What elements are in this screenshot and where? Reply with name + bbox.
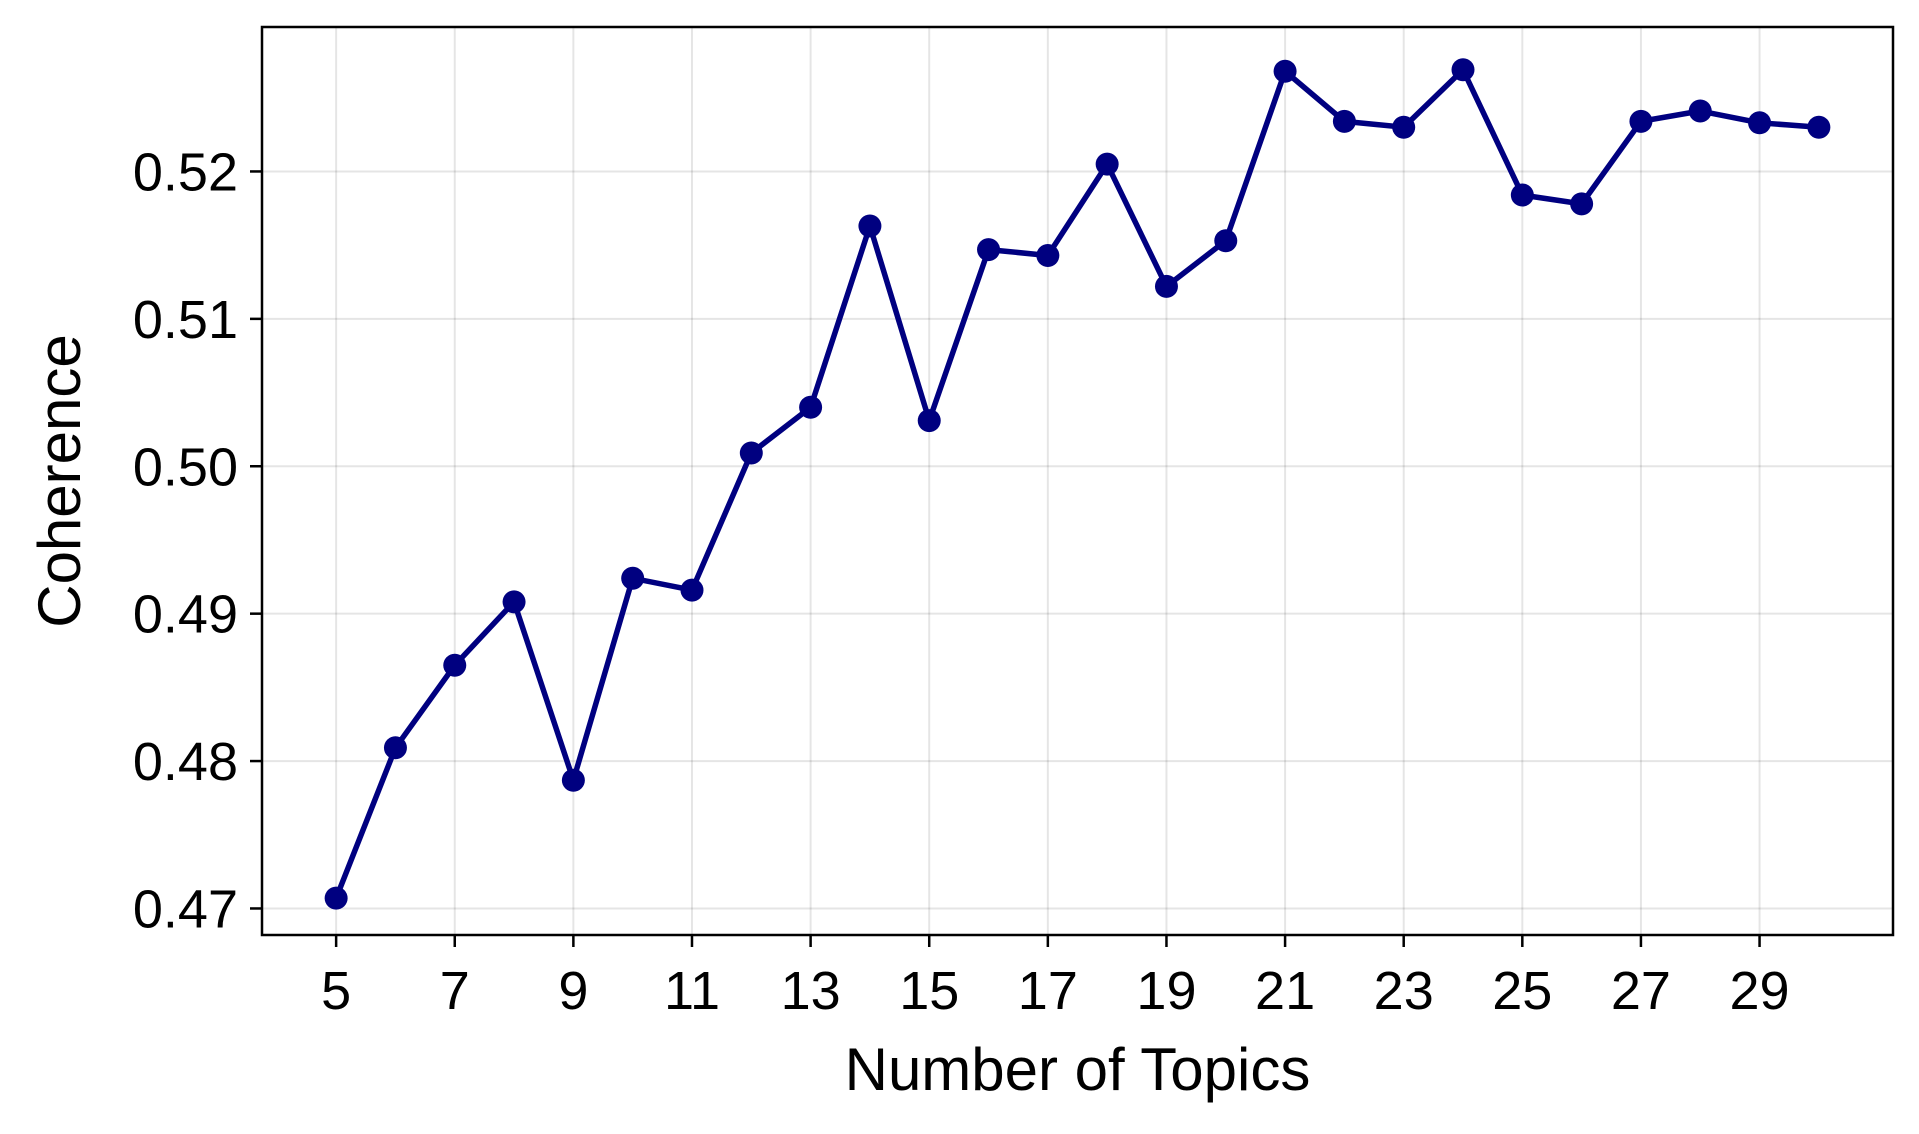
x-tick-label: 5 <box>321 961 351 1021</box>
x-tick-label: 23 <box>1374 961 1434 1021</box>
plot-frame <box>260 25 1895 937</box>
x-tick-label: 19 <box>1136 961 1196 1021</box>
data-point <box>1273 59 1297 83</box>
y-tick-label: 0.48 <box>133 732 238 792</box>
data-point <box>977 238 1001 262</box>
x-tick-label: 29 <box>1730 961 1790 1021</box>
y-tick-label: 0.49 <box>133 585 238 645</box>
x-axis-title: Number of Topics <box>845 1036 1311 1103</box>
coherence-series-line <box>333 67 1822 901</box>
y-tick-label: 0.52 <box>133 142 238 202</box>
data-point <box>1570 192 1594 216</box>
data-point <box>858 214 882 238</box>
y-axis-title: Coherence <box>26 334 93 628</box>
data-point <box>1392 115 1416 139</box>
data-point <box>1807 115 1831 139</box>
data-point <box>739 441 763 465</box>
data-point <box>383 736 407 760</box>
data-point <box>1154 274 1178 298</box>
tick-labels: 5 7 9 11 13 15 17 19 21 23 25 27 29 0.47 0.48 0.49 0.50 0… <box>133 142 1790 1021</box>
x-tick-label: 27 <box>1611 961 1671 1021</box>
data-point <box>1451 58 1475 82</box>
data-point <box>1748 111 1772 135</box>
x-tick-label: 17 <box>1018 961 1078 1021</box>
y-tick-label: 0.51 <box>133 290 238 350</box>
axis-ticks <box>250 170 1761 947</box>
data-point <box>502 590 526 614</box>
x-tick-label: 11 <box>664 961 720 1021</box>
data-point <box>1688 99 1712 123</box>
data-point <box>799 395 823 419</box>
data-point <box>561 768 585 792</box>
data-point <box>1510 183 1534 207</box>
data-point <box>443 653 467 677</box>
x-tick-label: 25 <box>1492 961 1552 1021</box>
data-point <box>1629 109 1653 133</box>
x-tick-label: 9 <box>558 961 588 1021</box>
x-tick-label: 15 <box>899 961 959 1021</box>
data-point <box>1214 229 1238 253</box>
grid <box>262 27 1893 935</box>
y-tick-label: 0.50 <box>133 437 238 497</box>
data-point <box>917 409 941 433</box>
data-point <box>680 578 704 602</box>
x-tick-label: 13 <box>781 961 841 1021</box>
data-point <box>324 886 348 910</box>
x-tick-label: 7 <box>440 961 470 1021</box>
data-point <box>1036 243 1060 267</box>
data-point <box>1332 109 1356 133</box>
y-tick-label: 0.47 <box>133 879 238 939</box>
x-tick-label: 21 <box>1255 961 1315 1021</box>
data-point <box>621 566 645 590</box>
series-layer <box>324 58 1831 910</box>
data-point <box>1095 152 1119 176</box>
